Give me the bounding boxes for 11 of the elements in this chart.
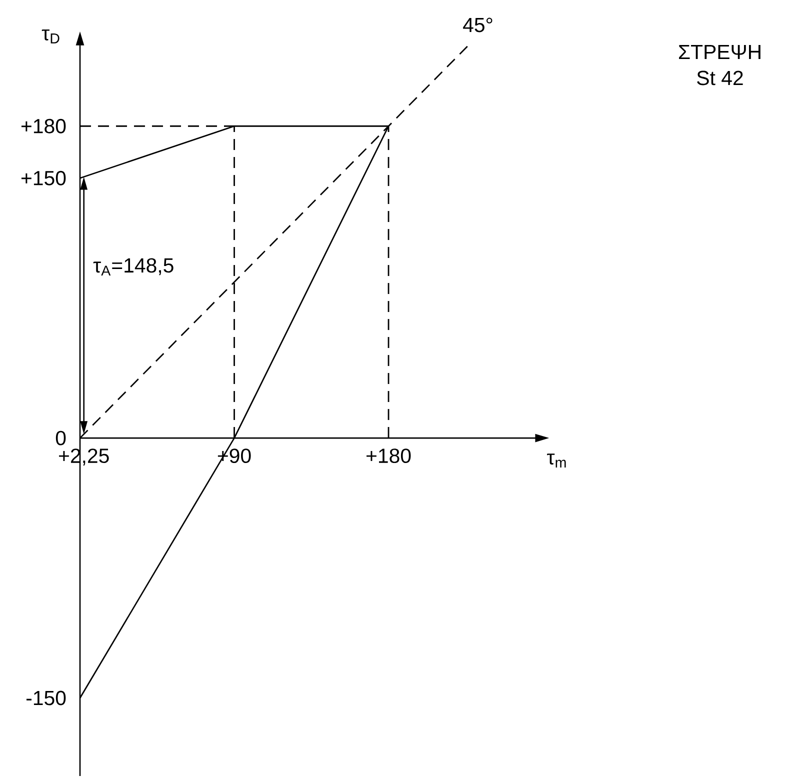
x-axis-title: τ$_{m}$: [547, 454, 566, 468]
text: St 42: [697, 70, 743, 86]
y-tick-label: 0: [56, 430, 66, 446]
text: ΣΤΡΕΨΗ: [679, 44, 760, 60]
y-tick-label: +180: [21, 118, 66, 134]
y-axis-title: τ$_{D}$: [42, 29, 60, 44]
y-tick-label: +150: [21, 170, 66, 186]
annotation: τ$_{A}$=148,5: [93, 258, 174, 276]
annotation: 45°: [463, 18, 492, 32]
x-tick-label: +180: [366, 448, 411, 464]
y-tick-label: -150: [26, 690, 66, 706]
